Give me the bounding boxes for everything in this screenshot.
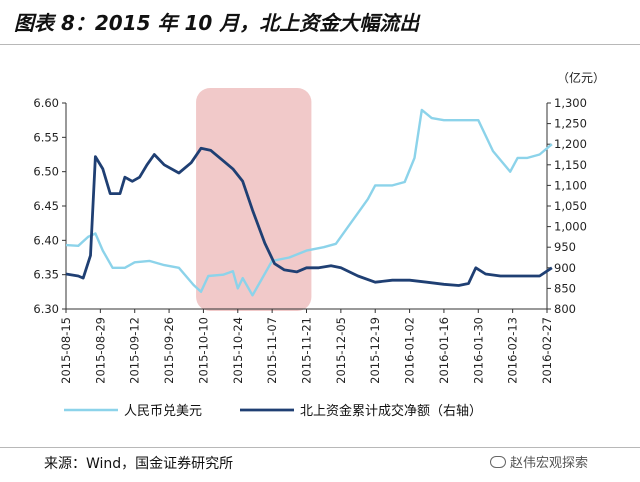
x-tick-label: 2015-12-05: [334, 317, 348, 384]
x-tick-label: 2016-02-13: [506, 317, 520, 384]
y-right-tick-label: 850: [554, 281, 576, 295]
y-right-tick-label: 950: [554, 240, 576, 254]
y-left-tick-label: 6.55: [33, 130, 59, 144]
y-left-tick-label: 6.45: [33, 199, 59, 213]
x-tick-label: 2016-01-02: [403, 317, 417, 384]
x-tick-label: 2015-08-29: [93, 317, 107, 384]
x-tick-label: 2015-09-26: [162, 317, 176, 384]
y-left-tick-label: 6.60: [33, 96, 59, 110]
y-right-tick-label: 1,000: [554, 220, 587, 234]
highlight-region: [196, 88, 312, 311]
footer-divider: [0, 447, 640, 448]
source-note: 来源：Wind，国金证券研究所: [44, 456, 234, 472]
y-left-tick-label: 6.30: [33, 302, 59, 316]
watermark-text: 赵伟宏观探索: [510, 456, 589, 471]
y-right-tick-label: 1,150: [554, 158, 587, 172]
x-tick-label: 2015-12-19: [368, 317, 382, 384]
y-left-tick-label: 6.35: [33, 268, 59, 282]
x-tick-label: 2015-09-12: [128, 317, 142, 384]
y-left-tick-label: 6.40: [33, 233, 59, 247]
chart: 6.60 6.55 6.50 6.45 6.40 6.35 6.30 1,300 1,250 1,…: [33, 70, 605, 419]
y-right-tick-label: 900: [554, 261, 576, 275]
x-tick-label: 2015-11-21: [300, 317, 314, 384]
wechat-icon: [490, 456, 506, 468]
x-tick-label: 2015-10-24: [231, 317, 245, 384]
watermark: 赵伟宏观探索: [490, 452, 588, 471]
y-right-tick-label: 1,200: [554, 137, 587, 151]
legend-label-northbound-net: 北上资金累计成交净额（右轴）: [300, 403, 482, 419]
y-right-unit: （亿元）: [557, 70, 605, 85]
legend-label-cny-usd: 人民币兑美元: [124, 404, 202, 419]
series-line-northbound-net: [65, 146, 553, 287]
page-title: 图表 8：2015 年 10 月，北上资金大幅流出: [14, 11, 420, 35]
y-left-tick-label: 6.50: [33, 165, 59, 179]
series-line-cny-usd: [65, 108, 553, 297]
title-bar: 图表 8：2015 年 10 月，北上资金大幅流出: [0, 0, 640, 45]
x-tick-label: 2016-01-16: [437, 317, 451, 384]
y-right-tick-label: 1,100: [554, 178, 587, 192]
y-right-tick-label: 1,300: [554, 96, 587, 110]
x-tick-label: 2015-08-15: [59, 317, 73, 384]
x-tick-label: 2016-02-27: [540, 317, 554, 384]
x-tick-label: 2015-11-07: [265, 317, 279, 384]
y-right-tick-label: 800: [554, 302, 576, 316]
y-right-tick-label: 1,050: [554, 199, 587, 213]
y-right-tick-label: 1,250: [554, 117, 587, 131]
x-tick-label: 2016-01-30: [471, 317, 485, 384]
x-tick-label: 2015-10-10: [196, 317, 210, 384]
